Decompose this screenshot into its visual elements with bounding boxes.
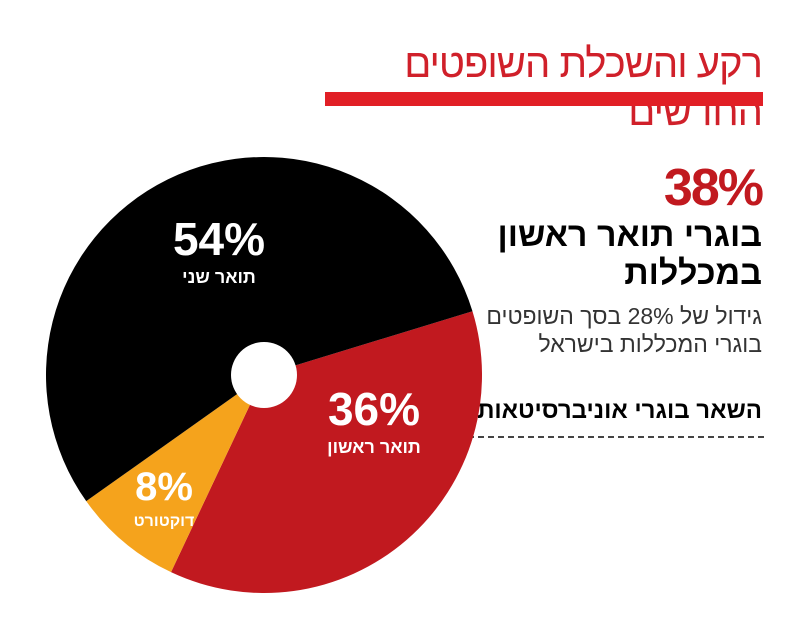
pie-center-hole — [231, 342, 297, 408]
slice-category-label: תואר ראשון — [327, 437, 421, 457]
slice-value-label: 54% — [173, 213, 265, 265]
slice-bachelors — [171, 311, 482, 593]
slice-doctorate — [86, 375, 265, 573]
college-description: גידול של 28% בסך השופטים בוגרי המכללות ב… — [442, 302, 762, 358]
slice-value-label: 36% — [328, 383, 420, 435]
slice-masters — [45, 156, 473, 502]
college-description-line2: בוגרי המכללות בישראל — [538, 331, 762, 357]
slice-category-label: תואר שני — [182, 267, 256, 287]
dashed-divider — [468, 436, 764, 438]
college-description-line1: גידול של 28% בסך השופטים — [486, 303, 762, 329]
slice-category-label: דוקטורט — [134, 513, 195, 530]
university-graduates-label: השאר בוגרי אוניברסיטאות: — [469, 397, 762, 424]
slice-value-label: 8% — [135, 465, 193, 509]
college-headline-line2: במכללות — [624, 254, 762, 292]
title-underline-bar — [325, 92, 763, 106]
college-percentage: 38% — [663, 159, 764, 217]
college-headline-line1: בוגרי תואר ראשון — [497, 216, 763, 254]
college-headline: בוגרי תואר ראשון במכללות — [462, 216, 763, 292]
